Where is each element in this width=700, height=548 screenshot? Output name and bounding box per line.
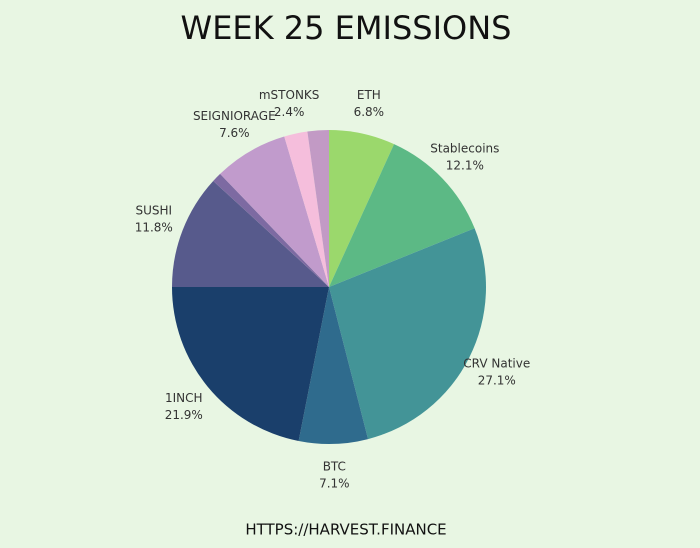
slice-value-label: 2.4% bbox=[274, 105, 305, 119]
slice-label: ETH bbox=[357, 88, 381, 102]
slice-label: SUSHI bbox=[135, 203, 172, 217]
slice-label: mSTONKS bbox=[259, 88, 320, 102]
slice-value-label: 7.1% bbox=[319, 476, 350, 490]
slice-value-label: 21.9% bbox=[165, 408, 203, 422]
slice-value-label: 6.8% bbox=[354, 105, 385, 119]
pie-slice bbox=[298, 287, 369, 444]
slice-label: BTC bbox=[323, 459, 346, 473]
pie-slice bbox=[307, 130, 329, 287]
pie-slice bbox=[172, 287, 329, 442]
slice-label: Stablecoins bbox=[430, 142, 499, 156]
slice-value-label: 27.1% bbox=[478, 373, 516, 387]
pie-slice bbox=[329, 130, 395, 287]
slice-label: SEIGNIORAGE bbox=[193, 109, 276, 123]
pie-slice bbox=[220, 136, 329, 287]
slice-value-label: 11.8% bbox=[135, 220, 173, 234]
pie-slice bbox=[329, 228, 487, 440]
pie-slice bbox=[213, 173, 329, 287]
pie-slice bbox=[172, 180, 329, 287]
slice-value-label: 7.6% bbox=[219, 126, 250, 140]
slice-value-label: 12.1% bbox=[446, 159, 484, 173]
footer: HTTPS://HARVEST.FINANCE bbox=[245, 521, 446, 539]
slice-label: CRV Native bbox=[463, 356, 530, 370]
pie-slice bbox=[284, 131, 329, 287]
pie-slice bbox=[329, 144, 475, 287]
slice-label: 1INCH bbox=[165, 391, 203, 405]
chart-title: WEEK 25 EMISSIONS bbox=[181, 9, 512, 47]
